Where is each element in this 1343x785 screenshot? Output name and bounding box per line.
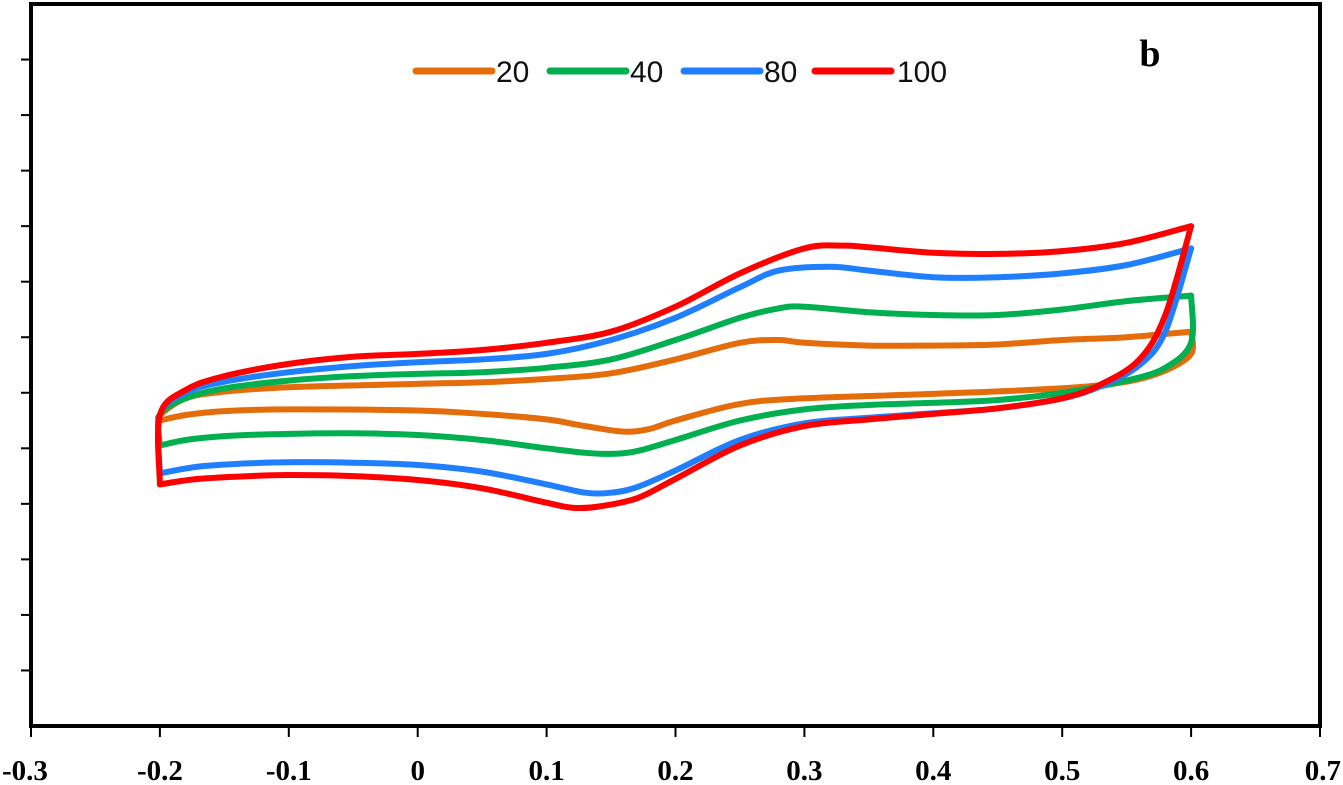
x-tick-label: 0.6 — [1173, 755, 1209, 785]
x-tick-label: -0.1 — [266, 755, 312, 785]
plot-area-frame — [29, 2, 1322, 728]
x-tick-label: 0.3 — [786, 755, 822, 785]
legend-label-80: 80 — [764, 56, 797, 89]
series-80-anodic-line — [155, 245, 1195, 477]
panel-label: b — [1139, 33, 1160, 75]
x-tick-label: 0.2 — [657, 755, 693, 785]
x-tick-label: -0.2 — [137, 755, 183, 785]
series-40-anodic-line — [155, 292, 1195, 449]
x-axis-tick-labels: -0.3 -0.2 -0.1 0 0.1 0.2 0.3 0.4 0.5 0.6 0.7 — [2, 755, 1341, 785]
x-tick-label: -0.3 — [2, 755, 48, 785]
y-axis-ticks — [21, 58, 31, 672]
x-axis-ticks — [30, 726, 1321, 737]
series-100-cathodic-line — [156, 223, 1195, 512]
series-layer — [154, 223, 1196, 512]
series-100-anodic-line — [154, 223, 1195, 488]
x-tick-label: 0.7 — [1305, 755, 1341, 785]
legend: 20 40 80 100 — [412, 56, 947, 89]
legend-label-20: 20 — [496, 56, 529, 89]
legend-label-40: 40 — [630, 56, 663, 89]
series-100 — [154, 223, 1195, 512]
x-tick-label: 0.1 — [528, 755, 564, 785]
x-tick-label: 0 — [410, 755, 425, 785]
legend-label-100: 100 — [897, 56, 947, 89]
x-tick-label: 0.5 — [1044, 755, 1080, 785]
x-tick-label: 0.4 — [915, 755, 951, 785]
series-20-anodic-line — [155, 328, 1195, 424]
